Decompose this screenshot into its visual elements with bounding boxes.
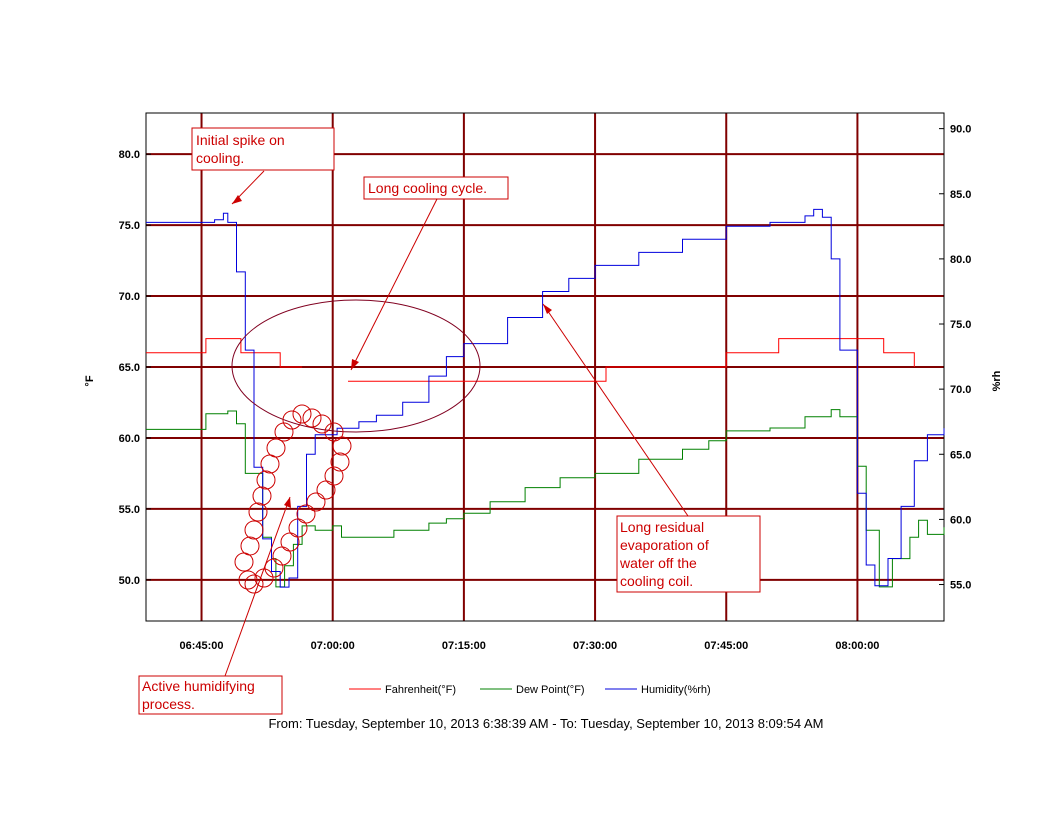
y-right-tick-labels: 90.0 85.0 80.0 75.0 70.0 65.0 60.0 55.0 [939, 124, 971, 592]
cloud-puff [238, 570, 258, 590]
cloud-puff [316, 480, 336, 500]
y-left-tick-labels: 80.0 75.0 70.0 65.0 60.0 55.0 50.0 [119, 149, 151, 587]
cloud-puff [244, 574, 264, 594]
cloud-puff [280, 532, 300, 552]
y-right-tick-label: 65.0 [950, 449, 971, 461]
annotation-residual-line3: water off the [619, 555, 697, 571]
y-right-tick-label: 90.0 [950, 124, 971, 136]
y-right-tick-label: 70.0 [950, 384, 971, 396]
cloud-puff [302, 408, 322, 428]
series-line-temperature [146, 338, 303, 368]
x-tick-label: 07:15:00 [442, 640, 486, 652]
legend-label-humidity: Humidity(%rh) [641, 684, 711, 696]
annotation-residual-line1: Long residual [620, 519, 704, 535]
cloud-puff [306, 492, 326, 512]
y-right-tick-label: 55.0 [950, 580, 971, 592]
legend-label-dew-point: Dew Point(°F) [516, 684, 585, 696]
spike-arrowhead [232, 195, 242, 204]
cloud-puff [272, 546, 292, 566]
cloud-puff [264, 558, 284, 578]
cloud-puff [244, 520, 264, 540]
residual-arrow [542, 303, 689, 517]
cloud-puff [296, 504, 316, 524]
annotations: Initial spike on cooling. Long cooling c… [138, 127, 761, 715]
cloud-puff [312, 414, 332, 434]
cloud-puff [260, 454, 280, 474]
y-right-tick-label: 85.0 [950, 189, 971, 201]
annotation-residual-line2: evaporation of [620, 537, 709, 553]
x-tick-label: 07:45:00 [704, 640, 748, 652]
legend-label-temperature: Fahrenheit(°F) [385, 684, 456, 696]
cloud-puff [282, 410, 302, 430]
annotation-initial-spike-line2: cooling. [196, 150, 244, 166]
annotation-residual-line4: cooling coil. [620, 573, 693, 589]
humidify-arrowhead [284, 497, 291, 508]
cloud-puff [234, 552, 254, 572]
cloud-puff [266, 438, 286, 458]
annotation-initial-spike-line1: Initial spike on [196, 132, 285, 148]
series-line-temperature [348, 338, 915, 382]
y-left-tick-label: 75.0 [119, 220, 140, 232]
cloud-puff [254, 568, 274, 588]
series [146, 208, 945, 588]
cloud-puff [240, 536, 260, 556]
x-tick-label: 08:00:00 [835, 640, 879, 652]
annotation-residual [616, 515, 761, 593]
cloud-puff [324, 466, 344, 486]
cooling-cycle-ellipse [231, 299, 481, 433]
y-left-tick-label: 80.0 [119, 149, 140, 161]
date-range-footer: From: Tuesday, September 10, 2013 6:38:3… [268, 716, 824, 731]
cooling-arrowhead [351, 359, 359, 370]
cooling-arrow [350, 198, 438, 371]
y-right-tick-label: 80.0 [950, 254, 971, 266]
cloud-puff [256, 470, 276, 490]
cloud-puff [252, 486, 272, 506]
x-tick-labels: 06:45:00 07:00:00 07:15:00 07:30:00 07:45:00… [180, 640, 880, 652]
x-tick-label: 06:45:00 [180, 640, 224, 652]
y-left-axis-label: °F [84, 375, 96, 386]
annotation-humidifying-line1: Active humidifying [142, 678, 255, 694]
residual-arrowhead [543, 304, 552, 314]
annotation-initial-spike [191, 127, 335, 171]
annotation-long-cooling [363, 176, 509, 200]
grid [146, 113, 944, 621]
cloud-puff [248, 502, 268, 522]
y-left-tick-label: 60.0 [119, 433, 140, 445]
cloud-puff [330, 452, 350, 472]
y-left-tick-label: 70.0 [119, 291, 140, 303]
y-right-axis-label: %rh [991, 370, 1003, 391]
y-right-tick-label: 60.0 [950, 514, 971, 526]
annotation-humidifying [138, 675, 283, 715]
legend: Fahrenheit(°F) Dew Point(°F) Humidity(%r… [349, 684, 711, 696]
cloud-puff [332, 436, 352, 456]
y-right-tick-label: 75.0 [950, 319, 971, 331]
cloud-puff [292, 404, 312, 424]
y-left-tick-label: 50.0 [119, 575, 140, 587]
y-left-tick-label: 65.0 [119, 362, 140, 374]
x-tick-label: 07:00:00 [311, 640, 355, 652]
annotation-long-cooling-line1: Long cooling cycle. [368, 180, 487, 196]
series-line-humidity [146, 208, 945, 588]
series-line-dew-point [146, 409, 945, 588]
humidify-arrow [224, 496, 291, 677]
annotation-humidifying-line2: process. [142, 696, 195, 712]
humidifying-cloud-shape [234, 404, 352, 594]
x-tick-label: 07:30:00 [573, 640, 617, 652]
y-left-tick-label: 55.0 [119, 504, 140, 516]
